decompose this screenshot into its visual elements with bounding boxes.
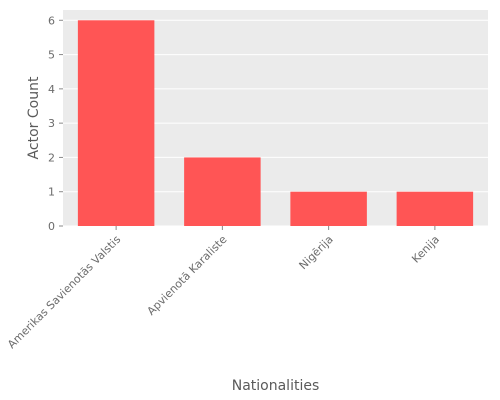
x-tick-label: Amerikas Savienotās Valstis	[5, 233, 123, 351]
bar-1	[77, 20, 155, 226]
y-axis-label: Actor Count	[26, 76, 42, 159]
y-tick-label: 3	[48, 117, 55, 130]
bars	[77, 20, 474, 226]
bar-4	[396, 191, 474, 226]
bar-3	[290, 191, 367, 226]
y-tick-label: 1	[48, 186, 55, 199]
y-tick-labels: 0 1 2 3 4 5 6	[48, 14, 63, 233]
x-axis-label: Nationalities	[232, 378, 320, 394]
x-tick-label: Apvienotā Karaliste	[145, 233, 230, 318]
x-tick-label: Kenija	[409, 233, 442, 266]
x-tick-label: Nigērija	[297, 233, 336, 272]
y-tick-label: 6	[48, 14, 55, 27]
bar-2	[184, 157, 261, 226]
y-tick-label: 2	[48, 151, 55, 164]
y-tick-label: 4	[48, 83, 55, 96]
y-tick-label: 0	[48, 220, 55, 233]
x-tick-labels: Amerikas Savienotās Valstis Apvienotā Kar…	[5, 226, 442, 351]
y-tick-label: 5	[48, 49, 55, 62]
